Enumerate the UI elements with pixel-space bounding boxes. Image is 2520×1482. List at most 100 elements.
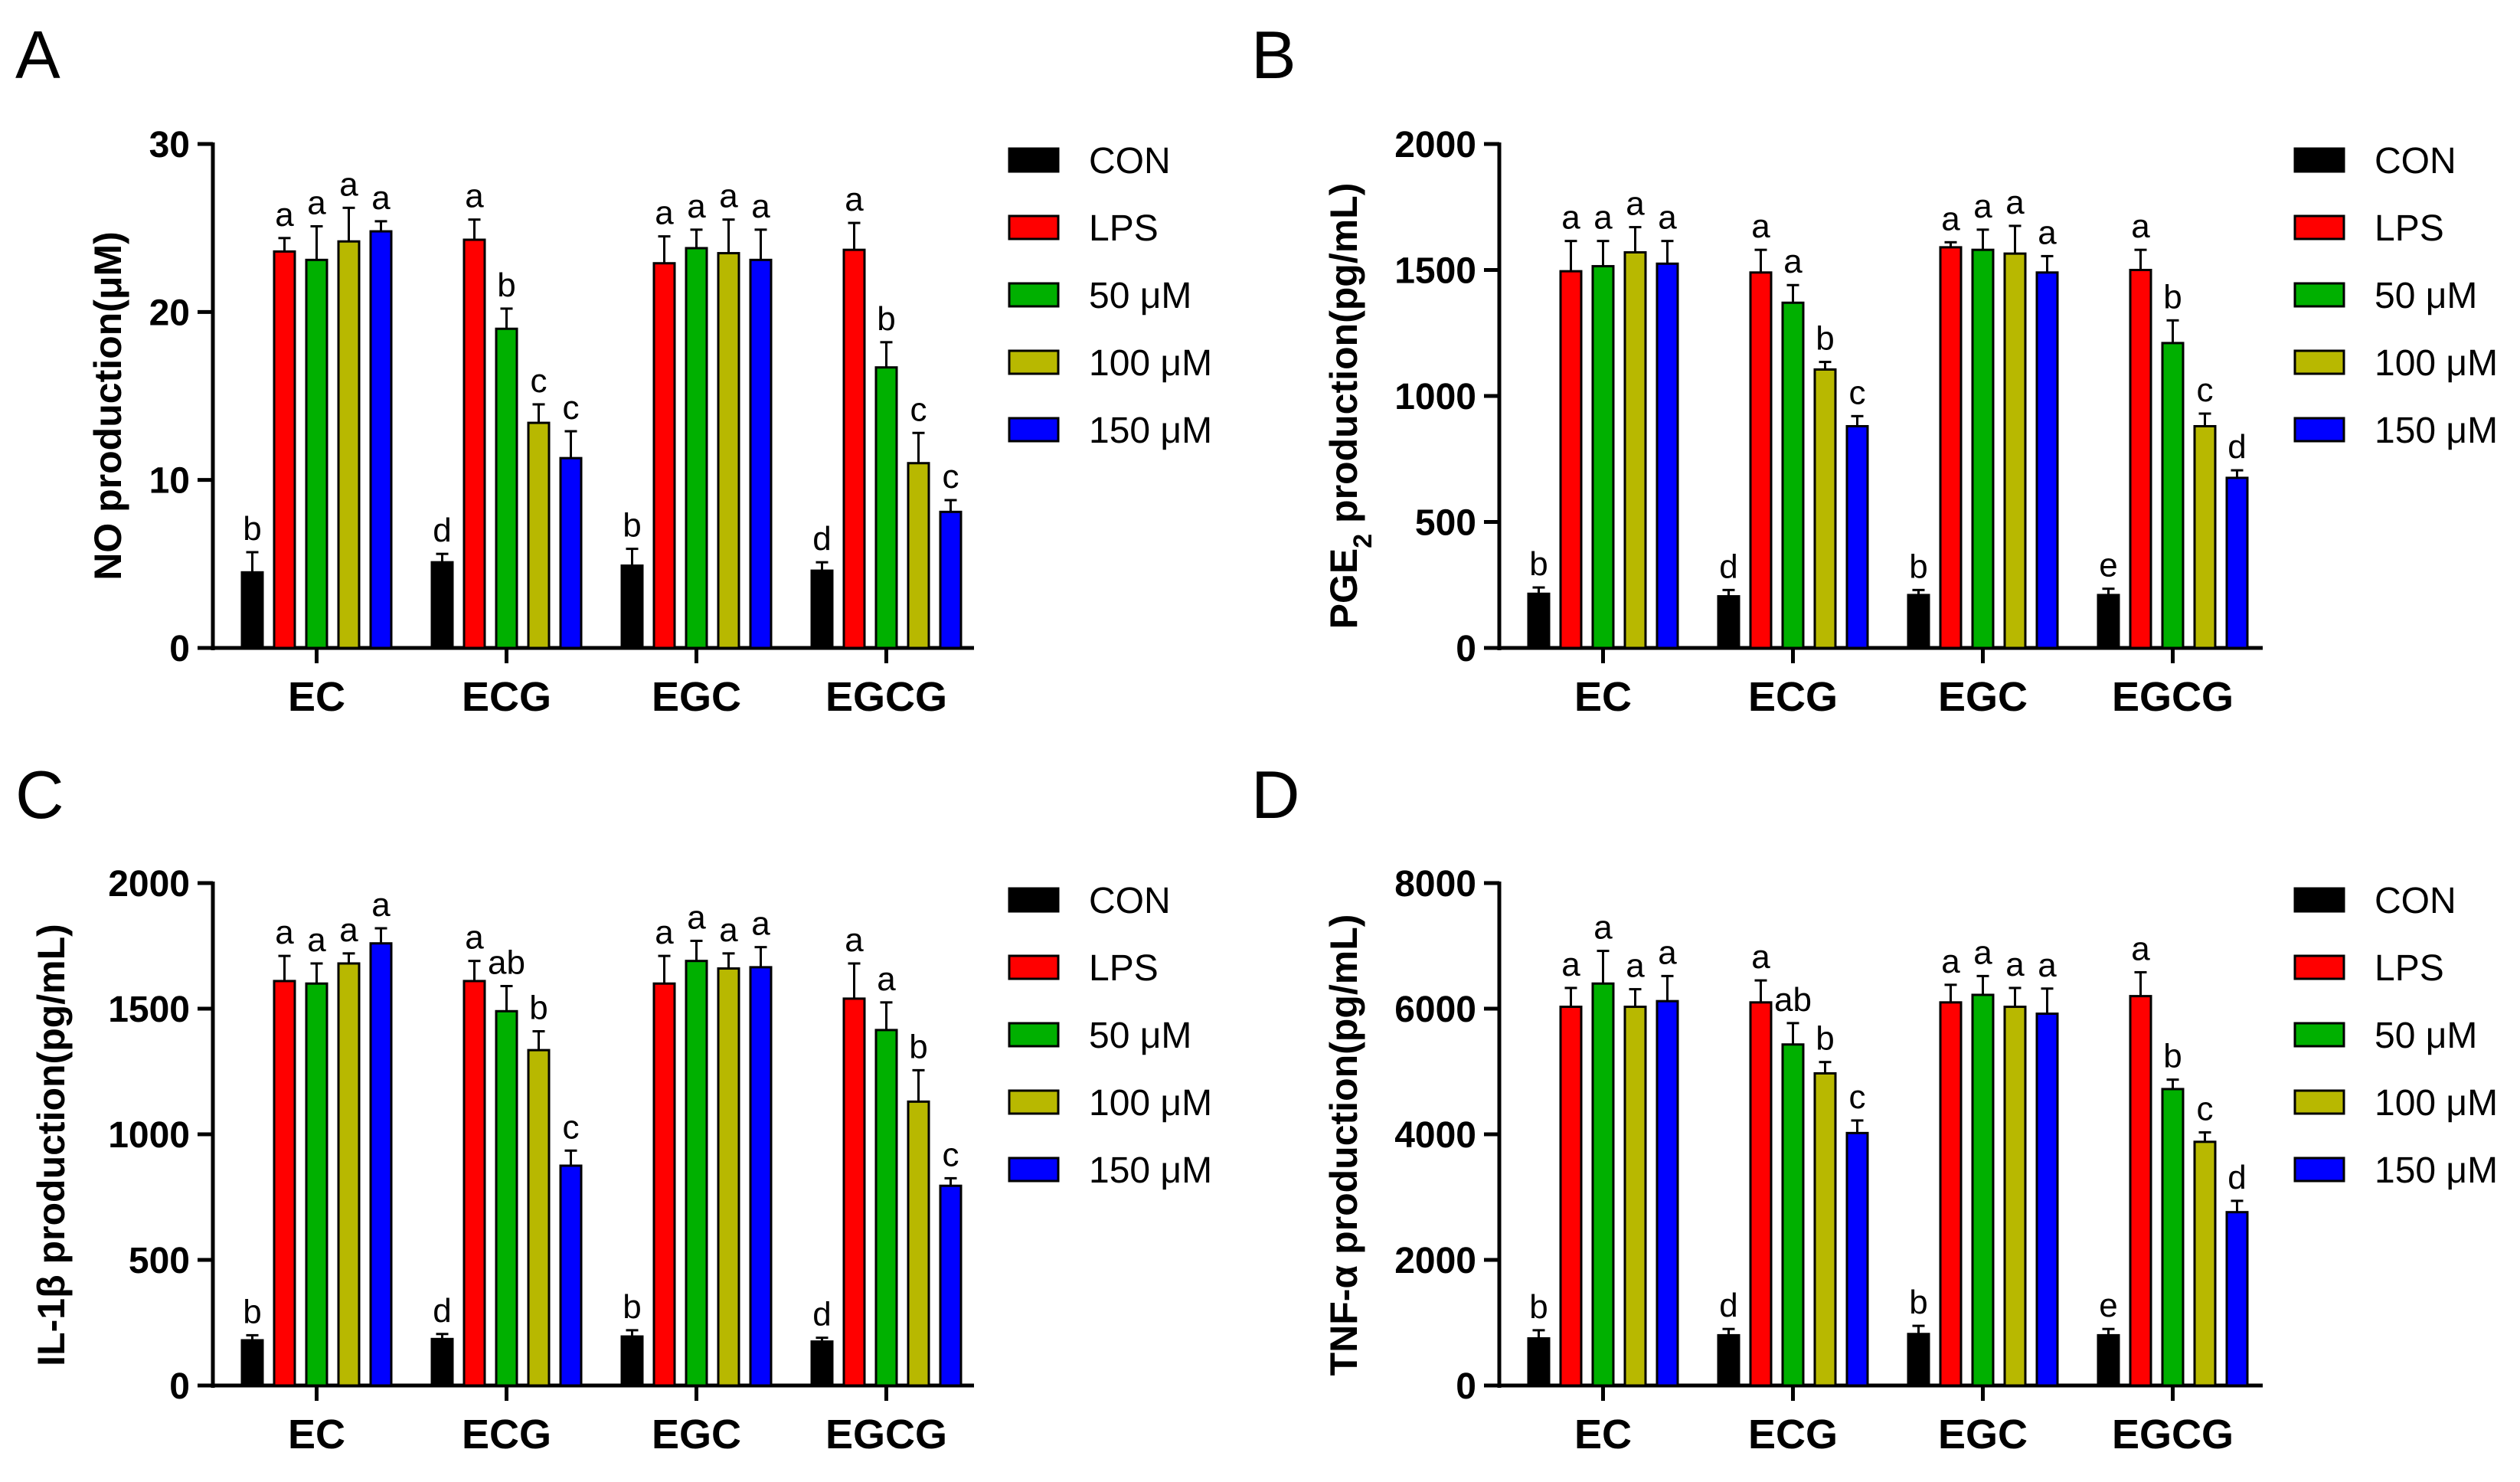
panel-b-significance-label: a bbox=[1751, 208, 1770, 245]
panel-c-bar bbox=[495, 1009, 518, 1387]
panel-b-legend-label: CON bbox=[2375, 141, 2456, 182]
panel-a-significance-label: c bbox=[563, 389, 580, 427]
panel-a-legend-label: LPS bbox=[1089, 208, 1159, 249]
panel-a-bar bbox=[749, 258, 773, 649]
panel-b-significance-label: a bbox=[1941, 200, 1960, 237]
panel-d-significance-label: a bbox=[1941, 943, 1960, 980]
panel-a-significance-label: a bbox=[275, 196, 294, 234]
panel-letter-b: B bbox=[1251, 17, 1296, 93]
panel-d-bar bbox=[1717, 1333, 1740, 1387]
panel-b-bar bbox=[1591, 265, 1615, 649]
panel-d-significance-label: d bbox=[1719, 1287, 1737, 1324]
panel-a-bar bbox=[685, 247, 708, 649]
panel-d-bar bbox=[2003, 1006, 2027, 1387]
panel-b-legend-swatch bbox=[2293, 147, 2345, 173]
panel-c-significance-label: a bbox=[371, 886, 391, 924]
panel-c-significance-label: b bbox=[909, 1028, 927, 1065]
panel-a-x-category-label: EGCG bbox=[825, 674, 947, 720]
panel-c-significance-label: d bbox=[812, 1296, 831, 1333]
panel-d-significance-label: b bbox=[1909, 1284, 1927, 1321]
panel-b-legend-swatch bbox=[2293, 417, 2345, 443]
panel-c-bar bbox=[273, 980, 296, 1387]
panel-c-legend-label: LPS bbox=[1089, 948, 1159, 989]
panel-c-y-tick-label: 0 bbox=[169, 1366, 190, 1407]
panel-c-bar bbox=[939, 1184, 963, 1387]
panel-d-bar bbox=[2129, 995, 2152, 1387]
panel-b-significance-label: e bbox=[2099, 547, 2117, 584]
panel-b-significance-label: d bbox=[2227, 428, 2246, 466]
panel-d-significance-label: a bbox=[2005, 946, 2025, 983]
panel-c-legend-label: CON bbox=[1089, 881, 1171, 921]
panel-a-significance-label: a bbox=[465, 178, 484, 215]
panel-b-bar bbox=[1623, 250, 1647, 649]
panel-a-significance-label: a bbox=[751, 188, 770, 225]
panel-c-significance-label: b bbox=[623, 1288, 641, 1326]
panel-a-significance-label: a bbox=[339, 165, 358, 203]
panel-d-significance-label: b bbox=[1529, 1288, 1548, 1326]
panel-b-significance-label: b bbox=[1909, 548, 1927, 585]
panel-d-legend-label: CON bbox=[2375, 881, 2456, 921]
panel-a-y-tick-label: 0 bbox=[169, 629, 190, 669]
panel-b-significance-label: d bbox=[1719, 548, 1737, 585]
panel-a-y-tick-label: 20 bbox=[149, 293, 190, 333]
panel-b-significance-label: a bbox=[2038, 214, 2057, 251]
panel-b-legend-label: 50 μM bbox=[2375, 276, 2477, 316]
panel-d-bar bbox=[2035, 1013, 2059, 1387]
panel-a-legend-swatch bbox=[1008, 214, 1060, 240]
panel-c-bar bbox=[717, 967, 740, 1387]
panel-a-legend-label: 50 μM bbox=[1089, 276, 1191, 316]
panel-b-significance-label: a bbox=[2005, 184, 2025, 221]
panel-a-significance-label: a bbox=[655, 195, 674, 232]
panel-d: D TNF-α production(pg/mL) 0 2000 4000 6000 8… bbox=[1251, 757, 2498, 1457]
panel-c-legend-label: 100 μM bbox=[1089, 1083, 1212, 1124]
panel-d-legend-swatch bbox=[2293, 1156, 2345, 1183]
panel-a-bar bbox=[527, 421, 551, 649]
panel-c-bar bbox=[620, 1335, 644, 1387]
panel-d-legend-swatch bbox=[2293, 954, 2345, 980]
panel-c-bar bbox=[240, 1339, 264, 1387]
panel-d-legend-label: LPS bbox=[2375, 948, 2444, 989]
panel-c-significance-label: a bbox=[877, 960, 896, 998]
panel-a-bar bbox=[305, 258, 328, 649]
panel-c-legend-swatch bbox=[1008, 887, 1060, 913]
panel-c-x-category-label: ECG bbox=[462, 1412, 551, 1457]
panel-c-bar bbox=[369, 942, 393, 1387]
panel-a-significance-label: a bbox=[371, 179, 391, 217]
panel-b-significance-label: a bbox=[1593, 199, 1613, 237]
panel-letter-d: D bbox=[1251, 757, 1300, 833]
panel-b-bar bbox=[1781, 301, 1805, 649]
panel-c-bar bbox=[685, 960, 708, 1387]
panel-c-bar bbox=[559, 1164, 583, 1387]
panel-a-significance-label: c bbox=[531, 362, 547, 400]
panel-c-x-category-label: EGCG bbox=[825, 1412, 947, 1457]
panel-c-significance-label: a bbox=[687, 898, 706, 936]
panel-b-x-category-label: EGC bbox=[1938, 674, 2028, 720]
panel-c-bar bbox=[652, 982, 676, 1387]
panel-b-y-tick-label: 2000 bbox=[1394, 125, 1476, 165]
panel-d-significance-label: b bbox=[1816, 1020, 1834, 1058]
panel-b-legend-label: 100 μM bbox=[2375, 343, 2498, 384]
panel-b-bar bbox=[1939, 246, 1963, 649]
panel-a-bar bbox=[462, 238, 486, 649]
panel-d-bar bbox=[2161, 1088, 2185, 1387]
panel-d-significance-label: c bbox=[2197, 1091, 2214, 1128]
panel-c-significance-label: a bbox=[275, 914, 294, 951]
panel-c-significance-label: a bbox=[751, 905, 770, 943]
panel-d-significance-label: a bbox=[2038, 947, 2057, 984]
panel-a-bar bbox=[810, 569, 834, 649]
panel-a-bar bbox=[620, 564, 644, 649]
panel-b-bar bbox=[2035, 271, 2059, 649]
panel-c-y-tick-label: 1000 bbox=[108, 1115, 190, 1156]
panel-a-significance-label: a bbox=[687, 188, 706, 225]
panel-a-x-category-label: EC bbox=[288, 674, 345, 720]
panel-a-y-tick-label: 10 bbox=[149, 461, 190, 502]
panel-b-y-axis-label: PGE2 production(pg/mL) bbox=[1322, 183, 1378, 630]
panel-b-significance-label: a bbox=[1658, 199, 1677, 237]
panel-b-significance-label: a bbox=[1626, 185, 1645, 223]
panel-d-legend-label: 50 μM bbox=[2375, 1016, 2477, 1056]
panel-c-bar bbox=[907, 1100, 930, 1387]
panel-c-bar bbox=[305, 982, 328, 1387]
panel-d-significance-label: e bbox=[2099, 1287, 2117, 1324]
panel-d-bar bbox=[1559, 1006, 1583, 1387]
panel-b-x-category-label: EC bbox=[1574, 674, 1632, 720]
